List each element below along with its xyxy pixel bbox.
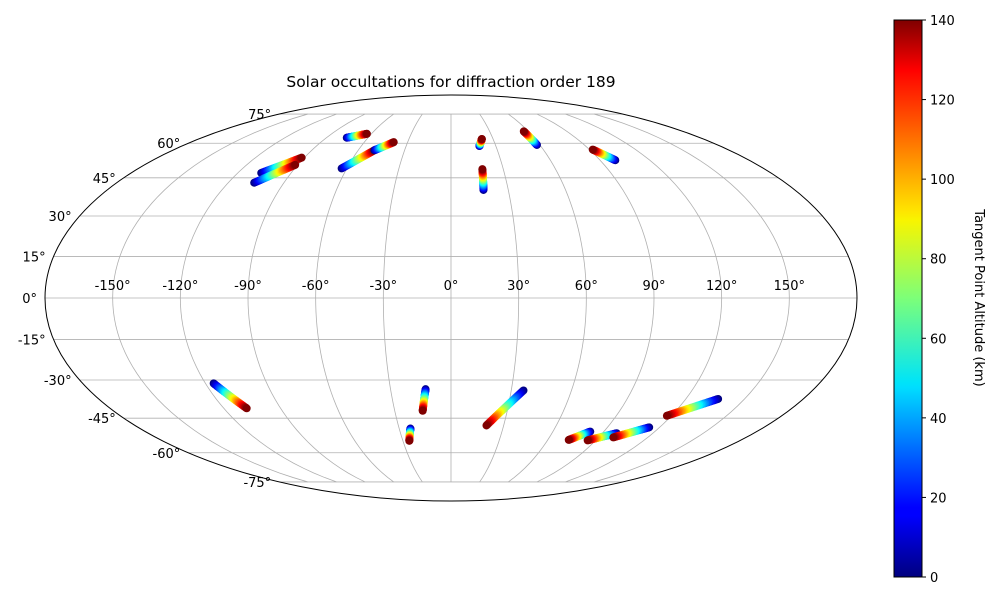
lon-tick-label: -60° <box>302 279 330 294</box>
scatter-point <box>477 134 486 143</box>
scatter-point <box>405 436 414 445</box>
lat-tick-label: 15° <box>23 250 46 265</box>
lon-tick-label: 150° <box>774 279 805 294</box>
scatter-point <box>482 421 491 430</box>
lon-tick-label: 90° <box>642 279 665 294</box>
lat-tick-label: 75° <box>248 108 271 123</box>
grid-meridian <box>536 113 655 483</box>
grid-meridian <box>565 113 723 483</box>
lon-tick-label: 0° <box>444 279 459 294</box>
colorbar-tick-label: 0 <box>930 571 938 586</box>
lat-tick-label: -15° <box>18 334 46 349</box>
grid-meridian <box>479 113 520 483</box>
chart-title: Solar occultations for diffraction order… <box>286 73 615 91</box>
lat-tick-label: -60° <box>153 447 181 462</box>
scatter-point <box>519 127 528 136</box>
colorbar-gradient <box>893 19 923 578</box>
axis-tick-labels: -150° -120° -90° -60° -30° 0° 30° 60° 90° 120° 150… <box>18 108 805 491</box>
grid-meridian <box>179 113 337 483</box>
lat-tick-label: 30° <box>49 210 72 225</box>
grid-meridian <box>112 113 308 483</box>
lon-tick-label: -30° <box>369 279 397 294</box>
lat-tick-label: 45° <box>93 172 116 187</box>
scatter-point <box>609 433 618 442</box>
lat-tick-label: -75° <box>243 476 271 491</box>
scatter-point <box>291 160 300 169</box>
scatter-point <box>242 404 251 413</box>
colorbar-tick-label: 140 <box>930 14 955 29</box>
colorbar-tick-label: 20 <box>930 491 947 506</box>
scatter-point <box>418 406 427 415</box>
scatter-point <box>389 138 398 147</box>
colorbar-label: Tangent Point Altitude (km) <box>971 208 986 386</box>
colorbar-tick-label: 120 <box>930 94 955 109</box>
grid-meridian <box>594 113 790 483</box>
lon-tick-label: 30° <box>507 279 530 294</box>
scatter-point <box>564 435 573 444</box>
lat-tick-label: 60° <box>157 137 180 152</box>
colorbar: 0 20 40 60 80 100 120 140 Tangent Point Altitud… <box>893 14 986 586</box>
scatter-point <box>297 153 306 162</box>
lat-tick-label: 0° <box>22 292 37 307</box>
grid-meridian <box>382 113 423 483</box>
scatter-point <box>478 165 487 174</box>
lat-tick-label: -30° <box>44 374 72 389</box>
scatter-point <box>583 436 592 445</box>
lon-tick-label: -120° <box>162 279 198 294</box>
scatter-point <box>588 145 597 154</box>
data-points <box>209 127 723 445</box>
lon-tick-label: -150° <box>95 279 131 294</box>
map-outline <box>44 94 858 502</box>
colorbar-ticks: 0 20 40 60 80 100 120 140 <box>922 14 955 586</box>
colorbar-tick-label: 100 <box>930 173 955 188</box>
colorbar-tick-label: 60 <box>930 332 947 347</box>
scatter-point <box>362 129 371 138</box>
lon-tick-label: -90° <box>234 279 262 294</box>
lon-tick-label: 60° <box>575 279 598 294</box>
scatter-point <box>662 411 671 420</box>
lat-tick-label: -45° <box>88 412 116 427</box>
grid-meridian <box>508 113 587 483</box>
lon-tick-label: 120° <box>706 279 737 294</box>
graticule <box>45 113 857 483</box>
colorbar-tick-label: 80 <box>930 253 947 268</box>
colorbar-tick-label: 40 <box>930 412 947 427</box>
